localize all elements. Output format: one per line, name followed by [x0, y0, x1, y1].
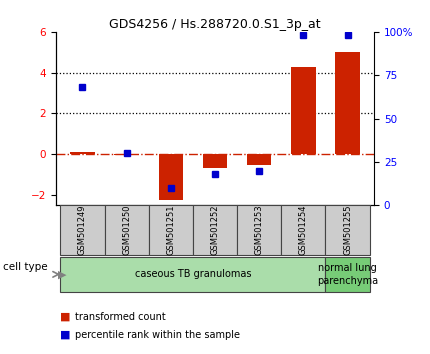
Bar	[60, 205, 104, 255]
Text: ▶: ▶	[58, 269, 67, 279]
Bar	[193, 205, 237, 255]
Text: ■: ■	[60, 330, 71, 339]
Bar	[291, 67, 316, 154]
Bar	[281, 205, 326, 255]
Text: GSM501251: GSM501251	[166, 205, 175, 255]
Text: normal lung
parenchyma: normal lung parenchyma	[317, 263, 378, 286]
Text: GSM501249: GSM501249	[78, 205, 87, 255]
Text: GSM501254: GSM501254	[299, 205, 308, 255]
Bar	[247, 154, 271, 165]
Text: GSM501253: GSM501253	[255, 205, 264, 256]
Bar	[326, 205, 370, 255]
Text: GSM501252: GSM501252	[211, 205, 219, 255]
Text: transformed count: transformed count	[75, 312, 166, 322]
Bar	[149, 205, 193, 255]
Text: GSM501250: GSM501250	[122, 205, 131, 255]
Text: caseous TB granulomas: caseous TB granulomas	[135, 269, 251, 279]
Bar	[104, 205, 149, 255]
Text: ■: ■	[60, 312, 71, 322]
Bar	[60, 257, 326, 292]
Bar	[114, 154, 139, 155]
Bar	[70, 152, 95, 154]
Text: percentile rank within the sample: percentile rank within the sample	[75, 330, 240, 339]
Text: cell type: cell type	[3, 262, 47, 272]
Bar	[326, 257, 370, 292]
Bar	[159, 154, 183, 200]
Title: GDS4256 / Hs.288720.0.S1_3p_at: GDS4256 / Hs.288720.0.S1_3p_at	[109, 18, 321, 31]
Bar	[335, 52, 360, 154]
Bar	[237, 205, 281, 255]
Bar	[203, 154, 227, 167]
Text: GSM501255: GSM501255	[343, 205, 352, 255]
